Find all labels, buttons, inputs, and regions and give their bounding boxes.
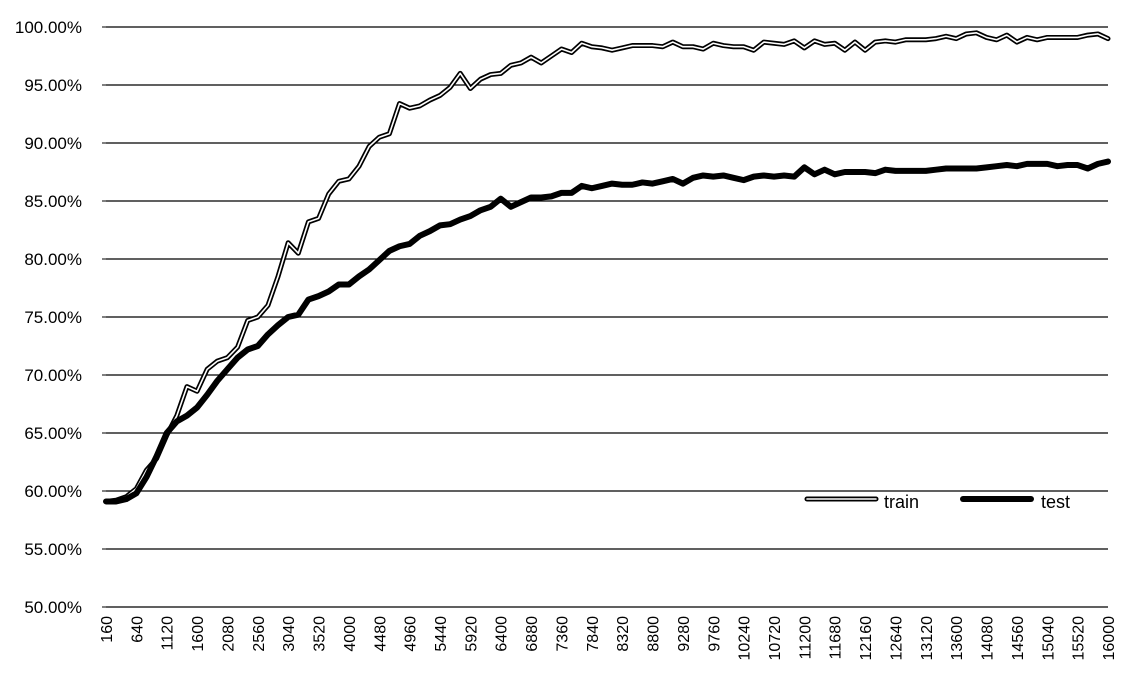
x-tick-label: 13120 <box>919 616 936 661</box>
x-tick-label: 11200 <box>797 616 814 659</box>
x-tick-label: 9760 <box>706 616 723 652</box>
x-tick-label: 14560 <box>1010 616 1027 661</box>
x-tick-label: 8800 <box>646 616 663 652</box>
x-tick-label: 5440 <box>433 616 450 652</box>
x-tick-label: 160 <box>99 616 116 643</box>
x-tick-label: 11680 <box>828 616 845 659</box>
x-tick-label: 10720 <box>767 616 784 661</box>
y-tick-label: 80.00% <box>24 250 82 269</box>
x-tick-label: 15520 <box>1071 616 1088 661</box>
x-tick-label: 12160 <box>858 616 875 661</box>
y-tick-label: 95.00% <box>24 76 82 95</box>
x-tick-label: 4000 <box>342 616 359 652</box>
x-tick-label: 16000 <box>1101 616 1118 661</box>
y-tick-label: 55.00% <box>24 540 82 559</box>
x-axis-tick-labels: 160 640 1120 1600 2080 2560 3040 3520 4000 4480 49… <box>99 616 1118 661</box>
x-tick-label: 4960 <box>403 616 420 652</box>
y-tick-label: 60.00% <box>24 482 82 501</box>
y-tick-label: 50.00% <box>24 598 82 617</box>
x-tick-label: 9280 <box>676 616 693 652</box>
y-tick-label: 75.00% <box>24 308 82 327</box>
gridlines <box>102 26 1108 608</box>
x-tick-label: 6400 <box>494 616 511 652</box>
x-tick-label: 3520 <box>312 616 329 652</box>
x-tick-label: 14080 <box>980 616 997 661</box>
legend: train test <box>804 492 1070 512</box>
legend-test-label: test <box>1041 492 1070 512</box>
y-tick-label: 100.00% <box>15 18 82 37</box>
x-tick-label: 1120 <box>160 616 177 651</box>
x-tick-label: 8320 <box>615 616 632 652</box>
x-tick-label: 1600 <box>190 616 207 652</box>
series-line-train-outline <box>103 30 1111 504</box>
x-tick-label: 2080 <box>220 616 237 652</box>
x-tick-label: 6880 <box>524 616 541 652</box>
y-tick-label: 85.00% <box>24 192 82 211</box>
x-tick-label: 13600 <box>949 616 966 661</box>
x-tick-label: 12640 <box>888 616 905 661</box>
y-axis-tick-labels: 50.00% 55.00% 60.00% 65.00% 70.00% 75.00% 80.0… <box>15 18 82 617</box>
y-tick-label: 70.00% <box>24 366 82 385</box>
x-tick-label: 5920 <box>463 616 480 652</box>
x-tick-label: 15040 <box>1040 616 1057 661</box>
x-tick-label: 7360 <box>554 616 571 652</box>
x-tick-label: 7840 <box>585 616 602 652</box>
x-tick-label: 4480 <box>372 616 389 652</box>
x-tick-label: 3040 <box>281 616 298 652</box>
series-lines <box>103 30 1111 505</box>
x-tick-label: 10240 <box>737 616 754 661</box>
y-tick-label: 90.00% <box>24 134 82 153</box>
x-tick-label: 640 <box>129 616 146 643</box>
series-line-train <box>105 31 1109 503</box>
legend-train-label: train <box>884 492 919 512</box>
y-tick-label: 65.00% <box>24 424 82 443</box>
series-line-test <box>103 158 1111 505</box>
x-tick-label: 2560 <box>251 616 268 652</box>
